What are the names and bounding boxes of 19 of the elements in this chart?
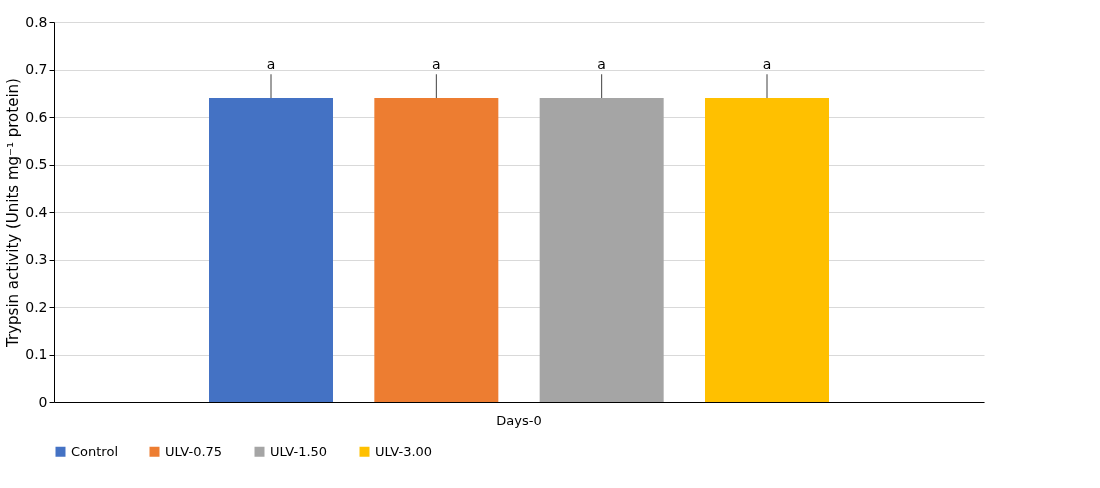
y-tick-label: 0 xyxy=(38,393,48,410)
y-tick-label: 0.6 xyxy=(25,108,48,125)
data-label: a xyxy=(597,56,606,73)
y-tick-label: 0.7 xyxy=(25,61,48,77)
legend-label: ULV-0.75 xyxy=(165,443,223,459)
legend-label: ULV-3.00 xyxy=(375,443,433,459)
x-tick-label: Days-0 xyxy=(496,412,542,428)
y-tick-label: 0.3 xyxy=(25,251,48,267)
legend-label: ULV-1.50 xyxy=(270,443,328,459)
y-tick-label: 0.8 xyxy=(25,13,48,30)
data-label: a xyxy=(762,56,772,73)
y-tick-label: 0.5 xyxy=(25,156,48,172)
data-label: a xyxy=(432,56,441,73)
y-tick-label: 0.1 xyxy=(25,346,48,362)
legend-label: Control xyxy=(71,443,118,459)
data-label: a xyxy=(266,56,276,73)
y-axis-title: Trypsin activity (Units mg⁻¹ protein) xyxy=(4,78,23,348)
y-tick-label: 0.4 xyxy=(25,203,48,220)
y-tick-label: 0.2 xyxy=(25,298,48,315)
